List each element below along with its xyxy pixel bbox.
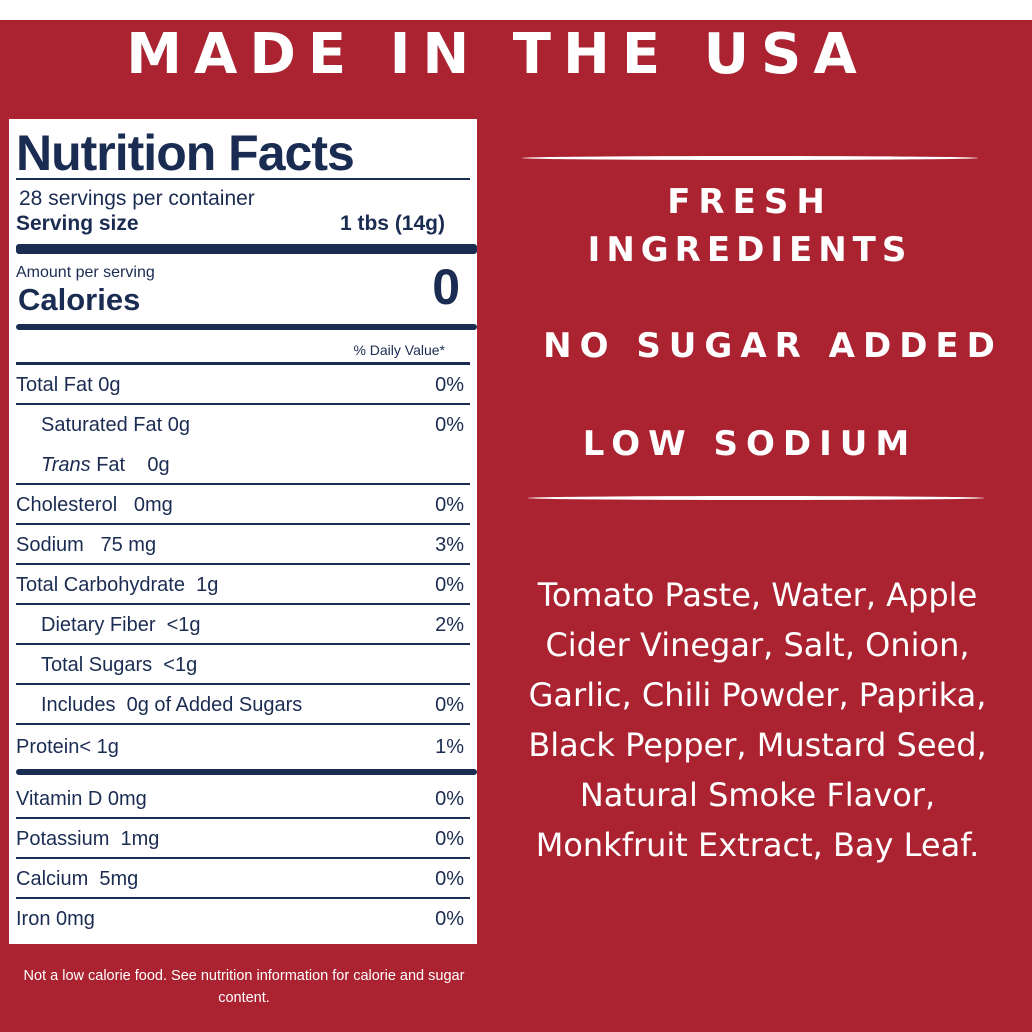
nutrient-row-cholesterol: Cholesterol 0mg 0%	[16, 485, 470, 525]
nutrient-row-trans-fat: Trans Fat 0g	[16, 445, 470, 485]
nutrient-percent: 0%	[435, 374, 464, 396]
servings-per-container: 28 servings per container	[19, 187, 255, 210]
serving-size-label: Serving size	[16, 212, 139, 235]
nutrient-label: Protein< 1g	[16, 736, 119, 758]
row-divider	[16, 563, 470, 565]
nutrient-row-added-sugars: Includes 0g of Added Sugars 0%	[16, 685, 470, 725]
nutrient-percent: 0%	[435, 494, 464, 516]
nutrient-percent: 0%	[435, 908, 464, 930]
nutrient-percent: 0%	[435, 574, 464, 596]
nutrient-row-vitamin-d: Vitamin D 0mg 0%	[16, 779, 470, 819]
nutrient-label: Cholesterol 0mg	[16, 494, 173, 516]
footnote: Not a low calorie food. See nutrition in…	[23, 968, 465, 1006]
nutrient-row-iron: Iron 0mg 0%	[16, 899, 464, 939]
row-divider	[16, 603, 470, 605]
nutrient-label: Dietary Fiber <1g	[41, 614, 201, 636]
calories-value: 0	[432, 259, 460, 315]
row-divider	[16, 857, 470, 859]
nutrient-label: Total Fat 0g	[16, 374, 121, 396]
row-divider	[16, 817, 470, 819]
nutrient-percent: 0%	[435, 414, 464, 436]
nutrient-row-calcium: Calcium 5mg 0%	[16, 859, 470, 899]
divider-thick	[16, 324, 477, 330]
nutrient-row-sodium: Sodium 75 mg 3%	[16, 525, 470, 565]
nutrient-label: Total Carbohydrate 1g	[16, 574, 219, 596]
row-divider	[16, 403, 470, 405]
nutrient-percent: 0%	[435, 868, 464, 890]
brush-divider-bottom	[528, 496, 984, 500]
nutrient-row-total-sugars: Total Sugars <1g	[16, 645, 470, 685]
brush-divider-top	[522, 156, 978, 160]
nutrient-label: Potassium 1mg	[16, 828, 160, 850]
nutrition-facts-panel: Nutrition Facts 28 servings per containe…	[9, 119, 477, 944]
nutrient-percent: 0%	[435, 788, 464, 810]
nutrient-label: Saturated Fat 0g	[41, 414, 190, 436]
nutrient-label: Vitamin D 0mg	[16, 788, 147, 810]
nutrient-row-dietary-fiber: Dietary Fiber <1g 2%	[16, 605, 470, 645]
nutrient-label: Includes 0g of Added Sugars	[41, 694, 303, 716]
divider	[16, 178, 470, 180]
calories-label: Calories	[18, 282, 141, 317]
nutrient-label: Sodium 75 mg	[16, 534, 157, 556]
nutrient-row-saturated-fat: Saturated Fat 0g 0%	[16, 405, 464, 445]
nutrition-facts-title: Nutrition Facts	[16, 125, 355, 181]
serving-size-value: 1 tbs (14g)	[339, 212, 445, 235]
divider-thick	[16, 769, 477, 775]
row-divider	[16, 897, 470, 899]
nutrient-row-potassium: Potassium 1mg 0%	[16, 819, 470, 859]
nutrient-label: Iron 0mg	[16, 908, 95, 930]
nutrient-percent: 3%	[435, 534, 464, 556]
nutrient-row-protein: Protein< 1g 1%	[16, 727, 464, 767]
nutrient-percent: 0%	[435, 694, 464, 716]
amount-per-serving: Amount per serving	[16, 264, 155, 281]
nutrient-percent: 0%	[435, 828, 464, 850]
nutrient-label: Calcium 5mg	[16, 868, 139, 890]
row-divider	[16, 683, 470, 685]
nutrient-percent: 1%	[435, 736, 464, 758]
headline: MADE IN THE USA	[126, 22, 869, 87]
product-info-card: MADE IN THE USA Nutrition Facts 28 servi…	[0, 20, 1032, 1032]
claim-fresh: FRESH	[667, 182, 833, 222]
divider-thick	[16, 244, 477, 254]
nutrient-label: Trans Fat 0g	[41, 454, 170, 477]
nutrient-row-total-fat: Total Fat 0g 0%	[16, 365, 470, 405]
claim-low-sodium: LOW SODIUM	[582, 424, 918, 464]
claim-no-sugar: NO SUGAR ADDED	[543, 326, 1003, 366]
row-divider	[16, 643, 470, 645]
trans-italic: Trans	[41, 454, 91, 476]
row-divider	[16, 523, 470, 525]
nutrient-row-total-carbohydrate: Total Carbohydrate 1g 0%	[16, 565, 470, 605]
trans-fat-value: Fat 0g	[90, 454, 170, 476]
divider	[16, 362, 470, 365]
ingredients-list: Tomato Paste, Water, Apple Cider Vinegar…	[528, 576, 987, 864]
row-divider	[16, 723, 470, 725]
nutrient-percent: 2%	[435, 614, 464, 636]
daily-value-header: % Daily Value*	[353, 342, 445, 358]
claim-ingredients: INGREDIENTS	[587, 230, 913, 270]
row-divider	[16, 483, 470, 485]
nutrient-label: Total Sugars <1g	[41, 654, 198, 676]
